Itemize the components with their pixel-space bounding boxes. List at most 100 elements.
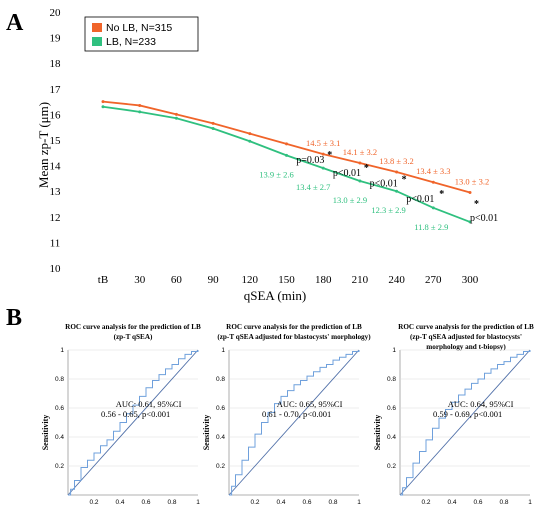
roc-y-tick-label: 1 [392,347,396,354]
roc-chart-3: ROC curve analysis for the prediction of… [373,323,534,506]
roc-chart-2: ROC curve analysis for the prediction of… [202,323,371,506]
annotation-lb: 13.0 ± 2.9 [333,195,367,205]
roc-y-tick-label: 0.4 [55,434,64,441]
data-point-lb [431,206,435,210]
roc-auc-label: AUC: 0.64, 95%CI [448,399,514,409]
data-point-lb [248,139,252,143]
roc-x-tick-label: 0.4 [447,499,456,506]
roc-y-tick-label: 0.8 [216,376,225,383]
panel-a-letter: A [6,10,24,36]
x-tick-label: 60 [171,274,183,286]
roc-reference-diagonal [67,349,199,496]
data-point-lb [174,116,178,120]
y-axis-title: Mean zp-T (μm) [36,102,51,188]
legend-label-no-lb: No LB, N=315 [106,22,172,34]
roc-subtitle: (zp-T qSEA adjusted for blastocysts' mor… [217,333,371,341]
roc-auc-label: AUC: 0.65, 95%CI [277,399,343,409]
roc-y-axis-title: Sensitivity [41,415,50,451]
roc-x-tick-label: 0.8 [167,499,176,506]
roc-title: ROC curve analysis for the prediction of… [226,323,362,331]
data-point-no-lb [248,132,252,136]
y-tick-label: 13 [50,186,62,198]
y-tick-label: 10 [50,263,62,275]
roc-subtitle: (zp-T qSEA adjusted for blastocysts' [410,333,522,341]
roc-auc-ci-label: 0.59 - 0.69, p<0.001 [433,409,502,419]
significance-star: * [474,199,479,210]
annotation-lb: 11.8 ± 2.9 [414,222,448,232]
roc-x-tick-label: 0.2 [250,499,259,506]
roc-y-tick-label: 0.6 [387,405,396,412]
legend-swatch-lb [92,37,102,46]
x-tick-label: 180 [315,274,332,286]
y-tick-label: 20 [50,7,62,19]
data-point-lb [321,166,325,170]
panel-b-letter: B [6,305,22,331]
roc-curve [400,350,531,496]
roc-x-tick-label: 0.6 [302,499,311,506]
x-tick-label: 300 [462,274,479,286]
data-point-no-lb [395,170,399,174]
line-chart-zp-thickness: 10 11 12 13 14 15 16 17 18 19 20 tB 30 60 90 120 150 180 2… [50,7,499,286]
roc-y-tick-label: 0.2 [55,463,64,470]
annotation-lb: 13.9 ± 2.6 [259,169,293,179]
data-point-lb [285,153,288,157]
data-point-no-lb [174,112,178,116]
roc-x-tick-label: 0.2 [89,499,98,506]
y-tick-label: 16 [50,109,62,121]
roc-y-tick-label: 1 [60,347,64,354]
annotation-no-lb: 13.0 ± 3.2 [455,176,489,186]
annotation-lb: 12.3 ± 2.9 [371,205,405,215]
y-tick-label: 19 [50,33,62,45]
p-value-label: p<0.01 [406,194,434,205]
y-tick-label: 11 [50,237,61,249]
y-tick-label: 12 [50,212,61,224]
roc-x-tick-label: 1 [357,499,361,506]
roc-y-tick-label: 0.4 [387,434,396,441]
roc-y-tick-label: 0.4 [216,434,225,441]
roc-x-tick-label: 1 [528,499,532,506]
x-tick-label: 240 [388,274,405,286]
p-value-label: p<0.01 [470,213,498,224]
roc-y-tick-label: 0.2 [216,463,225,470]
x-tick-label: 270 [425,274,442,286]
roc-auc-ci-label: 0.56 - 0.65, p<0.001 [101,409,170,419]
roc-reference-diagonal [399,349,531,496]
x-tick-label: 90 [208,274,220,286]
x-tick-label: 30 [134,274,146,286]
annotation-no-lb: 13.8 ± 3.2 [379,156,413,166]
roc-y-tick-label: 1 [221,347,225,354]
roc-chart-1: ROC curve analysis for the prediction of… [41,323,201,506]
data-point-no-lb [101,100,105,104]
y-tick-label: 15 [50,135,62,147]
data-point-no-lb [358,161,362,165]
data-point-no-lb [431,180,435,184]
x-axis-title: qSEA (min) [244,288,306,303]
roc-y-tick-label: 0.8 [55,376,64,383]
data-point-no-lb [138,103,142,107]
data-point-lb [468,220,472,224]
significance-star: * [327,150,332,161]
roc-curve [229,350,360,496]
data-point-lb [138,110,142,114]
annotation-no-lb: 13.4 ± 3.3 [416,166,450,176]
p-value-label: p<0.01 [370,179,398,190]
roc-auc-ci-label: 0.61 - 0.70, p<0.001 [262,409,331,419]
x-tick-label: 210 [352,274,369,286]
x-tick-label: tB [98,274,108,286]
data-point-no-lb [468,190,472,194]
data-point-lb [358,179,362,183]
roc-x-tick-label: 1 [196,499,200,506]
y-tick-label: 14 [50,161,62,173]
annotation-no-lb: 14.1 ± 3.2 [343,147,377,157]
roc-curve [68,350,199,496]
p-value-label: p=0.03 [296,155,324,166]
legend: No LB, N=315 LB, N=233 [84,16,199,52]
roc-y-axis-title: Sensitivity [202,415,211,451]
legend-label-lb: LB, N=233 [106,36,156,48]
roc-title: ROC curve analysis for the prediction of… [398,323,534,331]
data-point-lb [101,105,105,109]
data-point-lb [395,189,399,193]
roc-x-tick-label: 0.8 [328,499,337,506]
y-tick-label: 17 [50,84,62,96]
roc-x-tick-label: 0.4 [115,499,124,506]
